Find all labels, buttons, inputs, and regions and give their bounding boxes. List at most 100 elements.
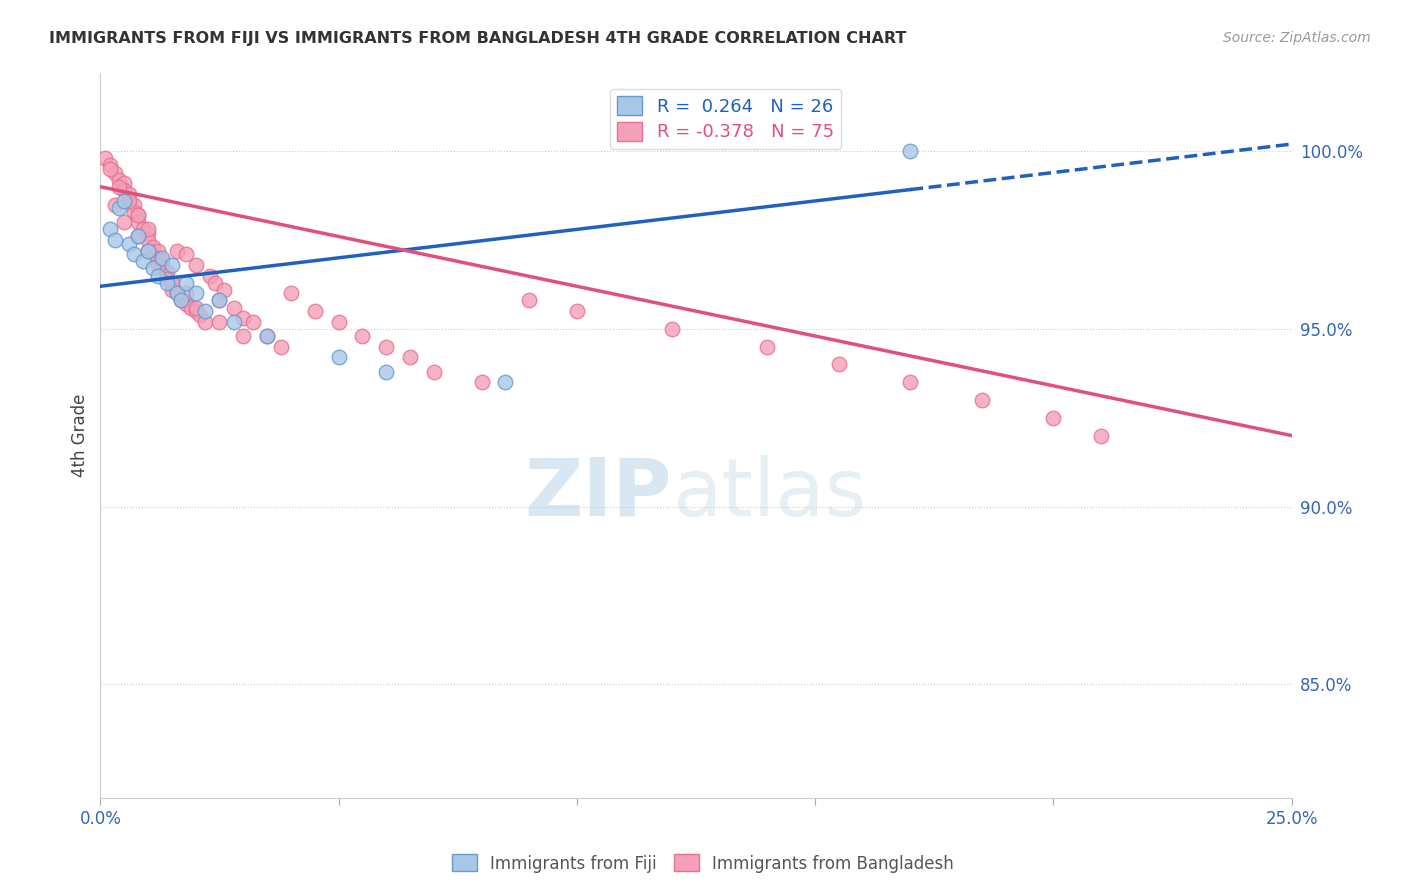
Point [1090, 428, 1112, 442]
Point [122, 247, 145, 261]
Point [256, 329, 278, 343]
Y-axis label: 4th Grade: 4th Grade [72, 394, 89, 477]
Point [127, 229, 149, 244]
Point [166, 286, 188, 301]
Point [94, 151, 117, 165]
Point [127, 215, 149, 229]
Point [118, 186, 141, 201]
Point [112, 176, 135, 190]
Point [98, 161, 121, 176]
Point [122, 197, 145, 211]
Point [112, 215, 135, 229]
Point [108, 172, 131, 186]
Legend: R =  0.264   N = 26, R = -0.378   N = 75: R = 0.264 N = 26, R = -0.378 N = 75 [610, 89, 841, 149]
Point [661, 322, 683, 336]
Point [136, 244, 159, 258]
Point [104, 233, 127, 247]
Point [222, 315, 245, 329]
Point [136, 222, 159, 236]
Point [242, 315, 264, 329]
Point [184, 301, 207, 315]
Point [146, 251, 169, 265]
Point [222, 301, 245, 315]
Point [898, 376, 921, 390]
Point [204, 276, 226, 290]
Point [256, 329, 278, 343]
Point [142, 240, 165, 254]
Point [232, 311, 254, 326]
Point [146, 258, 169, 272]
Point [160, 276, 183, 290]
Point [375, 365, 398, 379]
Point [150, 261, 173, 276]
Point [232, 329, 254, 343]
Point [174, 276, 197, 290]
Point [98, 158, 121, 172]
Point [156, 265, 179, 279]
Point [108, 179, 131, 194]
Point [104, 197, 127, 211]
Text: Source: ZipAtlas.com: Source: ZipAtlas.com [1223, 31, 1371, 45]
Point [494, 376, 516, 390]
Point [166, 244, 188, 258]
Point [136, 244, 159, 258]
Point [898, 144, 921, 158]
Point [127, 208, 149, 222]
Point [328, 315, 350, 329]
Point [174, 297, 197, 311]
Point [122, 204, 145, 219]
Point [104, 165, 127, 179]
Point [180, 301, 202, 315]
Point [132, 254, 155, 268]
Point [146, 268, 169, 283]
Point [136, 226, 159, 240]
Point [194, 315, 217, 329]
Point [828, 358, 851, 372]
Point [98, 222, 121, 236]
Point [136, 233, 159, 247]
Point [270, 340, 292, 354]
Point [108, 201, 131, 215]
Point [156, 272, 179, 286]
Point [118, 194, 141, 208]
Point [146, 244, 169, 258]
Point [190, 308, 212, 322]
Point [208, 293, 231, 308]
Point [127, 208, 149, 222]
Point [399, 351, 422, 365]
Point [423, 365, 446, 379]
Point [304, 304, 326, 318]
Point [184, 286, 207, 301]
Point [118, 194, 141, 208]
Point [375, 340, 398, 354]
Text: atlas: atlas [672, 455, 866, 533]
Point [194, 304, 217, 318]
Point [142, 261, 165, 276]
Point [112, 194, 135, 208]
Point [280, 286, 302, 301]
Point [198, 268, 221, 283]
Point [184, 304, 207, 318]
Point [156, 276, 179, 290]
Point [174, 286, 197, 301]
Point [352, 329, 374, 343]
Text: ZIP: ZIP [524, 455, 672, 533]
Point [184, 258, 207, 272]
Point [150, 254, 173, 268]
Point [565, 304, 588, 318]
Point [208, 293, 231, 308]
Point [170, 293, 193, 308]
Point [517, 293, 540, 308]
Point [328, 351, 350, 365]
Point [118, 236, 141, 251]
Point [150, 251, 173, 265]
Point [160, 283, 183, 297]
Point [470, 376, 492, 390]
Point [174, 247, 197, 261]
Point [112, 183, 135, 197]
Point [970, 392, 993, 407]
Text: IMMIGRANTS FROM FIJI VS IMMIGRANTS FROM BANGLADESH 4TH GRADE CORRELATION CHART: IMMIGRANTS FROM FIJI VS IMMIGRANTS FROM … [49, 31, 907, 46]
Point [127, 229, 149, 244]
Point [208, 315, 231, 329]
Point [212, 283, 235, 297]
